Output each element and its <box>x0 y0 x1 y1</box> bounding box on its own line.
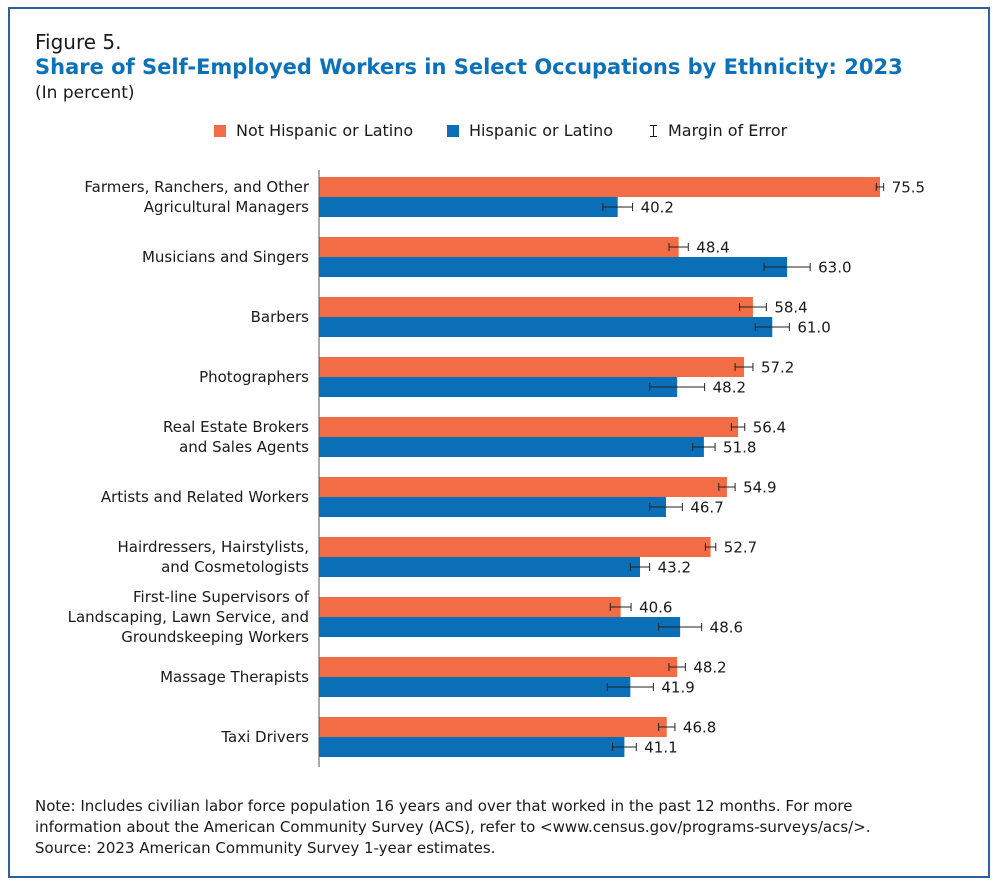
bar-not-hispanic <box>319 537 711 557</box>
category-label: Taxi Drivers <box>220 728 309 746</box>
data-label: 57.2 <box>761 359 794 377</box>
data-label: 63.0 <box>818 259 851 277</box>
bar-not-hispanic <box>319 417 739 437</box>
bar-hispanic <box>319 317 773 337</box>
chart-note: Note: Includes civilian labor force popu… <box>35 796 975 859</box>
bar-not-hispanic <box>319 237 679 257</box>
figure-label: Figure 5. <box>35 30 122 54</box>
category-label: Real Estate Brokers <box>163 418 309 436</box>
category-label: and Cosmetologists <box>161 558 309 576</box>
legend-label-moe: Margin of Error <box>668 121 788 140</box>
category-label: Massage Therapists <box>160 668 309 686</box>
legend: Not Hispanic or Latino Hispanic or Latin… <box>0 121 1000 143</box>
legend-swatch-not-hispanic <box>214 124 226 137</box>
bar-hispanic <box>319 677 631 697</box>
bar-hispanic <box>319 497 667 517</box>
data-label: 40.6 <box>639 599 672 617</box>
category-label: Agricultural Managers <box>144 198 309 216</box>
bar-not-hispanic <box>319 717 667 737</box>
data-label: 54.9 <box>743 479 776 497</box>
data-label: 48.4 <box>696 239 729 257</box>
legend-label-hispanic: Hispanic or Latino <box>469 121 614 140</box>
bar-not-hispanic <box>319 177 880 197</box>
bar-not-hispanic <box>319 357 745 377</box>
margin-of-error-icon <box>648 124 660 138</box>
bar-hispanic <box>319 737 625 757</box>
data-label: 75.5 <box>892 179 925 197</box>
bar-not-hispanic <box>319 597 621 617</box>
data-label: 61.0 <box>797 319 830 337</box>
bar-not-hispanic <box>319 297 753 317</box>
data-label: 48.2 <box>693 659 726 677</box>
data-label: 58.4 <box>774 299 807 317</box>
category-label: Farmers, Ranchers, and Other <box>84 178 309 196</box>
data-label: 46.8 <box>683 719 716 737</box>
figure-frame <box>8 7 990 878</box>
data-label: 40.2 <box>641 199 674 217</box>
category-label: Groundskeeping Workers <box>121 628 309 646</box>
source-line: Source: 2023 American Community Survey 1… <box>35 839 496 857</box>
bar-hispanic <box>319 437 704 457</box>
bar-not-hispanic <box>319 657 678 677</box>
category-label: Barbers <box>251 308 310 326</box>
note-line-1: Note: Includes civilian labor force popu… <box>35 797 853 815</box>
data-label: 48.6 <box>710 619 743 637</box>
legend-item-not-hispanic: Not Hispanic or Latino <box>214 121 413 140</box>
category-label: Landscaping, Lawn Service, and <box>68 608 309 626</box>
data-label: 41.1 <box>644 739 677 757</box>
data-label: 56.4 <box>753 419 786 437</box>
chart-title: Share of Self-Employed Workers in Select… <box>35 55 903 79</box>
category-label: and Sales Agents <box>179 438 309 456</box>
bar-hispanic <box>319 197 618 217</box>
bar-not-hispanic <box>319 477 727 497</box>
data-label: 48.2 <box>713 379 746 397</box>
category-label: Musicians and Singers <box>142 248 309 266</box>
bar-hispanic <box>319 257 788 277</box>
legend-item-moe: Margin of Error <box>648 121 787 140</box>
data-label: 51.8 <box>723 439 756 457</box>
category-label: First-line Supervisors of <box>133 588 310 606</box>
category-label: Hairdressers, Hairstylists, <box>118 538 310 556</box>
data-label: 52.7 <box>724 539 757 557</box>
bar-hispanic <box>319 617 681 637</box>
legend-item-hispanic: Hispanic or Latino <box>447 121 613 140</box>
data-label: 43.2 <box>658 559 691 577</box>
bar-hispanic <box>319 377 678 397</box>
category-label: Artists and Related Workers <box>101 488 309 506</box>
data-label: 46.7 <box>690 499 723 517</box>
data-label: 41.9 <box>661 679 694 697</box>
bar-hispanic <box>319 557 640 577</box>
category-label: Photographers <box>199 368 309 386</box>
chart-subtitle: (In percent) <box>35 83 135 103</box>
legend-swatch-hispanic <box>447 124 459 137</box>
note-line-2: information about the American Community… <box>35 818 871 836</box>
legend-label-not-hispanic: Not Hispanic or Latino <box>236 121 414 140</box>
